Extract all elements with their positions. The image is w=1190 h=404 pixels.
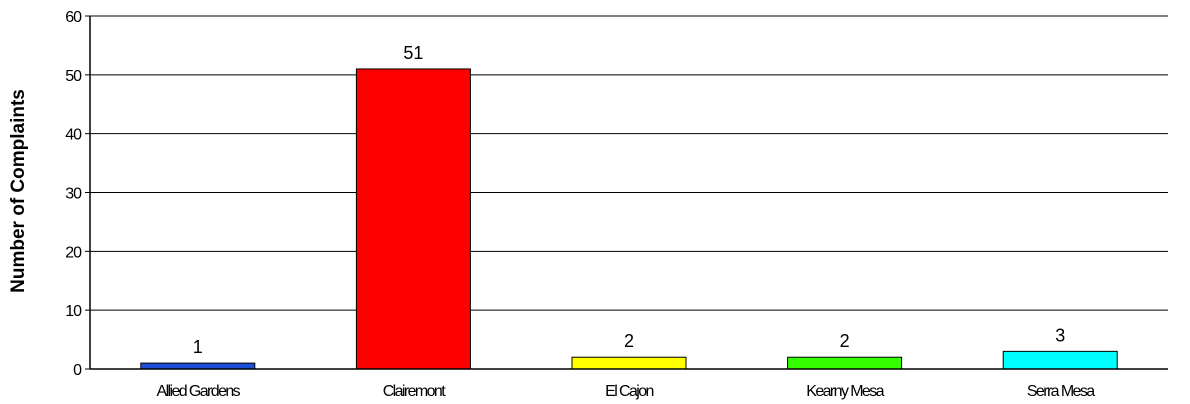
x-category-label: Allied Gardens: [157, 383, 241, 400]
y-tick-label: 0: [73, 362, 82, 379]
data-label: 2: [624, 331, 634, 351]
labels: 0 10 20 30 40 50 60 1 Allied Gardens 51 Clairemont…: [65, 9, 1097, 400]
bar-kearny-mesa: [787, 356, 903, 370]
x-category-label: Serra Mesa: [1027, 383, 1095, 400]
y-tick-label: 40: [65, 127, 82, 144]
y-tick-label: 60: [65, 9, 82, 26]
bar-el-cajon: [571, 356, 687, 370]
bar-serra-mesa: [1002, 350, 1118, 370]
x-category-label: Kearny Mesa: [806, 383, 884, 400]
data-label: 51: [403, 43, 423, 63]
bar-allied-gardens: [140, 362, 256, 370]
axes: [85, 15, 1168, 370]
data-label: 3: [1055, 325, 1065, 345]
bar-clairemont: [355, 68, 471, 370]
data-label: 2: [840, 331, 850, 351]
y-tick-label: 50: [65, 68, 82, 85]
bars: [140, 68, 1118, 370]
gridlines: [90, 15, 1168, 311]
data-label: 1: [193, 337, 203, 357]
y-tick-label: 10: [65, 303, 82, 320]
y-tick-label: 30: [65, 186, 82, 203]
x-category-label: Clairemont: [383, 383, 447, 400]
y-axis-title: Number of Complaints: [8, 89, 29, 293]
x-category-label: El Cajon: [605, 383, 653, 400]
y-tick-label: 20: [65, 244, 82, 261]
